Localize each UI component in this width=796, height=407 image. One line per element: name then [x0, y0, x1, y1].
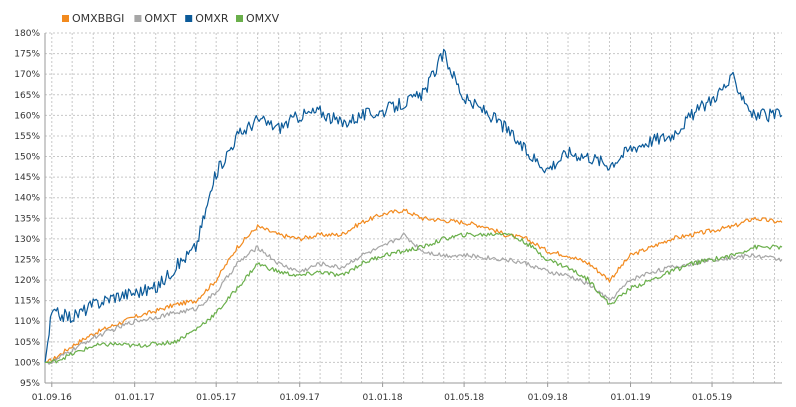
y-tick-label: 110% [14, 317, 40, 327]
y-tick-label: 100% [14, 358, 40, 368]
plot-area [44, 48, 783, 365]
y-tick-label: 120% [14, 276, 40, 286]
y-tick-label: 175% [14, 50, 40, 60]
x-tick-label: 01.05.18 [444, 393, 484, 403]
legend-label-omxbbgi: OMXBBGI [72, 12, 124, 25]
legend-swatch-omxv [236, 15, 243, 22]
series-line-omxr [44, 48, 783, 363]
x-tick-label: 01.01.18 [363, 393, 403, 403]
series-line-omxv [45, 232, 783, 364]
x-tick-label: 01.01.17 [115, 393, 155, 403]
y-tick-label: 180% [14, 29, 40, 39]
legend-label-omxr: OMXR [195, 12, 229, 25]
legend-label-omxv: OMXV [246, 12, 280, 25]
x-tick-label: 01.09.17 [280, 393, 320, 403]
x-axis: 01.09.16 01.01.17 01.05.17 01.09.17 01.01.18… [32, 382, 782, 403]
y-tick-label: 95% [20, 379, 40, 389]
y-tick-label: 140% [14, 194, 40, 204]
y-tick-label: 145% [14, 173, 40, 183]
legend-swatch-omxbbgi [62, 15, 69, 22]
y-tick-label: 150% [14, 153, 40, 163]
y-tick-label: 170% [14, 70, 40, 80]
y-tick-label: 135% [14, 214, 40, 224]
x-tick-label: 01.01.19 [610, 393, 650, 403]
series-line-omxt [45, 232, 783, 365]
legend-swatch-omxr [185, 15, 193, 22]
x-tick-label: 01.09.18 [528, 393, 568, 403]
series-line-omxbbgi [44, 208, 783, 363]
legend-swatch-omxt [134, 15, 142, 22]
grid [45, 32, 782, 384]
y-tick-label: 165% [14, 91, 40, 101]
y-tick-label: 125% [14, 255, 40, 265]
y-tick-label: 115% [14, 297, 40, 307]
legend-label-omxt: OMXT [144, 12, 176, 25]
y-tick-label: 155% [14, 132, 40, 142]
y-tick-label: 130% [14, 235, 40, 245]
y-axis: 180% 175% 170% 165% 160% 155% 150% 145% 140% 135%… [14, 29, 46, 389]
x-tick-label: 01.05.19 [692, 393, 732, 403]
legend: OMXBBGI OMXT OMXR OMXV [62, 12, 280, 25]
y-tick-label: 160% [14, 111, 40, 121]
y-tick-label: 105% [14, 338, 40, 348]
x-tick-label: 01.09.16 [32, 393, 72, 403]
x-tick-label: 01.05.17 [196, 393, 236, 403]
